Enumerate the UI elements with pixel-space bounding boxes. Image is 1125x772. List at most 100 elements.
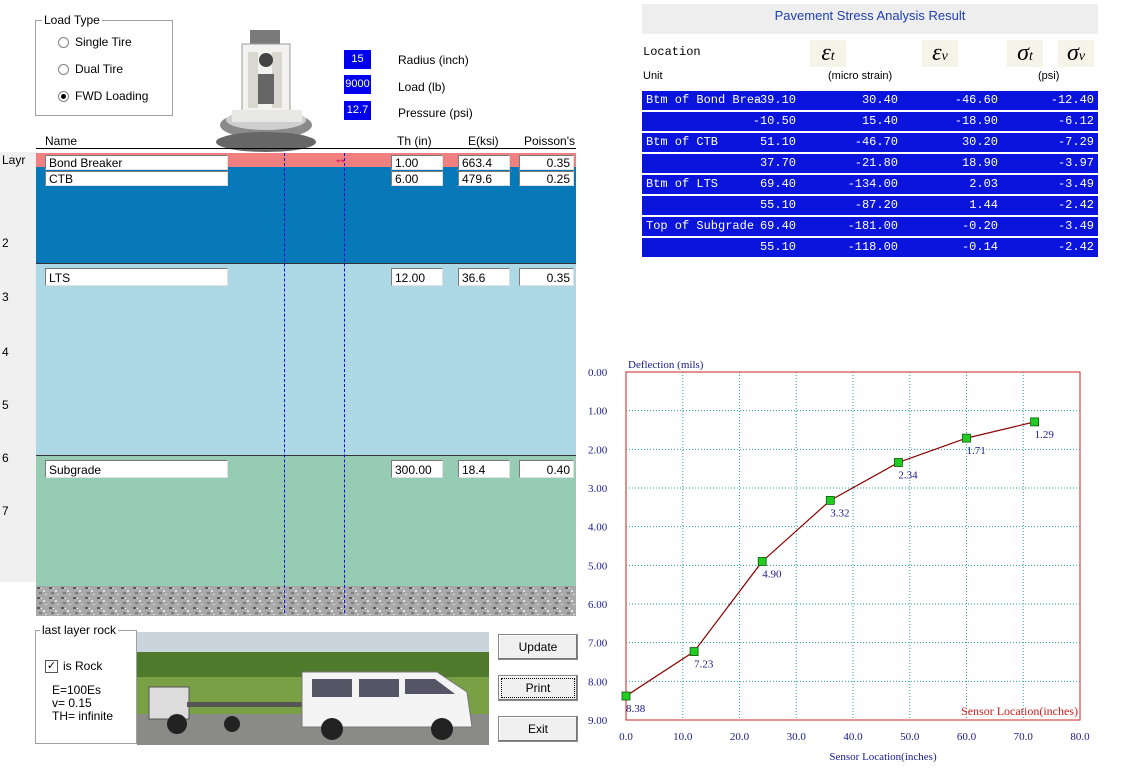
pressure-value[interactable]: 12.7: [344, 101, 371, 120]
ruler-tick: 5: [2, 398, 9, 412]
data-label: 7.23: [694, 659, 714, 671]
results-cell-et: 37.70: [759, 156, 796, 170]
layer-poisson-field[interactable]: 0.35: [519, 155, 574, 170]
results-cell-ev: 30.40: [861, 93, 898, 107]
results-cell-st: -18.90: [954, 114, 998, 128]
ruler-layr-label: Layr: [2, 153, 26, 167]
print-button[interactable]: Print: [498, 675, 578, 701]
update-button[interactable]: Update: [498, 634, 578, 660]
radio-label: Dual Tire: [75, 62, 124, 76]
results-cell-et: 69.40: [759, 177, 796, 191]
results-row: Btm of LTS 69.40 -134.00 2.03 -3.49: [642, 175, 1098, 194]
col-header-modulus: E(ksi): [468, 134, 499, 148]
y-tick-label: 8.00: [588, 676, 608, 688]
resize-arrow-icon[interactable]: ↔: [334, 151, 347, 166]
radio-dual-tire[interactable]: Dual Tire: [58, 62, 123, 76]
results-cell-et: -39.10: [752, 93, 796, 107]
y-tick-label: 3.00: [588, 483, 608, 495]
layer-divider: [36, 455, 576, 456]
results-cell-st: 18.90: [961, 156, 998, 170]
load-value[interactable]: 9000: [344, 75, 371, 94]
data-point: [893, 458, 903, 467]
data-point: [689, 647, 699, 656]
layer-name-field[interactable]: CTB: [45, 171, 228, 186]
layer-poisson-field[interactable]: 0.25: [519, 171, 574, 186]
results-cell-sv: -12.40: [1050, 93, 1094, 107]
x-tick-label: 70.0: [1014, 731, 1034, 743]
radio-single-tire[interactable]: Single Tire: [58, 35, 132, 49]
layer-thickness-field[interactable]: 12.00: [391, 268, 443, 286]
y-tick-label: 4.00: [588, 522, 608, 534]
radio-icon: [58, 36, 69, 48]
results-cell-et: -10.50: [752, 114, 796, 128]
results-cell-et: 51.10: [759, 135, 796, 149]
data-label: 3.32: [830, 507, 849, 519]
results-cell-sv: -3.97: [1057, 156, 1094, 170]
x-tick-label: 60.0: [957, 731, 977, 743]
layer-poisson-field[interactable]: 0.40: [519, 460, 574, 478]
results-cell-st: -46.60: [954, 93, 998, 107]
layer-band-lts: [36, 264, 576, 455]
layer-divider: [36, 263, 576, 264]
ruler-tick: 4: [2, 345, 9, 359]
layer-thickness-field[interactable]: 1.00: [391, 155, 443, 170]
y-tick-label: 0.00: [588, 367, 608, 379]
results-cell-et: 69.40: [759, 219, 796, 233]
x-tick-label: 20.0: [730, 731, 750, 743]
y-tick-label: 6.00: [588, 599, 608, 611]
radio-fwd-loading[interactable]: FWD Loading: [58, 89, 148, 103]
results-cell-ev: 15.40: [861, 114, 898, 128]
layer-name-field[interactable]: Subgrade: [45, 460, 228, 478]
layer-name-field[interactable]: LTS: [45, 268, 228, 286]
radio-label: Single Tire: [75, 35, 132, 49]
radius-value[interactable]: 15: [344, 50, 371, 69]
results-unit-strain: (micro strain): [828, 70, 893, 82]
results-cell-st: -0.20: [961, 219, 998, 233]
ruler-tick: 7: [2, 504, 9, 518]
results-cell-loc: Btm of CTB: [646, 135, 719, 149]
results-col-location: Location: [643, 45, 701, 59]
results-cell-ev: -21.80: [854, 156, 898, 170]
x-axis-title: Sensor Location(inches): [829, 751, 937, 763]
results-cell-ev: -118.00: [847, 240, 898, 254]
ruler-tick: 2: [2, 236, 9, 250]
rock-v-text: v= 0.15: [52, 696, 92, 710]
layer-modulus-field[interactable]: 18.4: [458, 460, 510, 478]
results-row: -10.50 15.40 -18.90 -6.12: [642, 112, 1098, 131]
load-edge-line: [344, 153, 345, 613]
results-cell-loc: Btm of LTS: [646, 177, 719, 191]
layer-modulus-field[interactable]: 479.6: [458, 171, 510, 186]
results-cell-ev: -87.20: [854, 198, 898, 212]
is-rock-checkbox[interactable]: ✓ is Rock: [45, 659, 102, 673]
radio-selected-icon: [58, 90, 69, 102]
layer-name-field[interactable]: Bond Breaker: [45, 155, 228, 170]
layer-thickness-field[interactable]: 300.00: [391, 460, 443, 478]
exit-button[interactable]: Exit: [498, 716, 578, 742]
results-row: Btm of Bond Brea -39.10 30.40 -46.60 -12.40: [642, 91, 1098, 110]
layer-thickness-field[interactable]: 6.00: [391, 171, 443, 186]
data-point: [825, 495, 835, 505]
deflection-chart: 0.0 10.0 20.0 30.0 40.0 50.0 60.0 70.0 80.0 0.00 1…: [588, 359, 1090, 763]
results-unit-stress: (psi): [1038, 70, 1060, 82]
bedrock-texture: [36, 586, 576, 616]
ruler-tick: 6: [2, 451, 9, 465]
y-tick-label: 5.00: [588, 560, 608, 572]
y-tick-label: 9.00: [588, 715, 608, 727]
x-tick-label: 40.0: [843, 731, 863, 743]
results-cell-sv: -2.42: [1057, 198, 1094, 212]
layer-modulus-field[interactable]: 663.4: [458, 155, 510, 170]
results-cell-loc: Btm of Bond Brea: [646, 93, 762, 107]
layer-modulus-field[interactable]: 36.6: [458, 268, 510, 286]
results-row: 37.70 -21.80 18.90 -3.97: [642, 154, 1098, 173]
data-label: 4.90: [762, 568, 782, 580]
fwd-van-image: [137, 632, 489, 745]
layer-poisson-field[interactable]: 0.35: [519, 268, 574, 286]
results-cell-sv: -7.29: [1057, 135, 1094, 149]
col-header-poisson: Poisson's: [524, 134, 575, 148]
radio-label: FWD Loading: [75, 89, 149, 103]
depth-ruler: [0, 152, 36, 582]
results-col-unit: Unit: [643, 70, 663, 82]
results-cell-ev: -181.00: [847, 219, 898, 233]
results-cell-st: 1.44: [969, 198, 998, 212]
results-cell-sv: -3.49: [1057, 177, 1094, 191]
